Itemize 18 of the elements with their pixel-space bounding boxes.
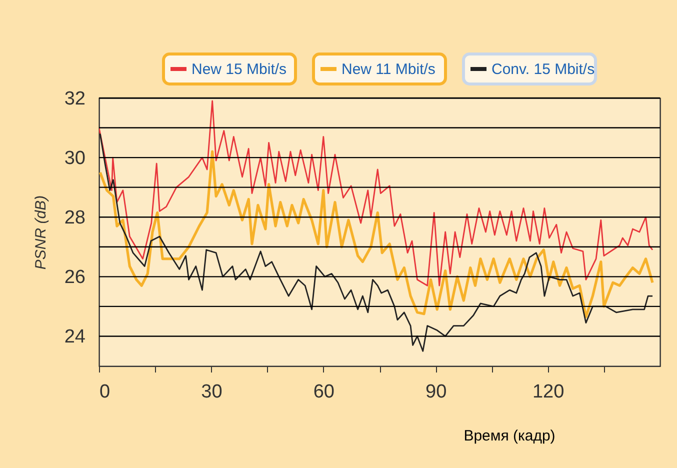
line-series [99, 150, 654, 318]
x-tick-label: 30 [201, 382, 222, 402]
x-tick-label: 0 [100, 382, 110, 402]
y-tick-label: 32 [64, 88, 86, 110]
legend-label: New 11 Mbit/s [342, 61, 436, 78]
line-series [99, 100, 654, 286]
x-tick-label: 90 [426, 382, 447, 402]
x-axis-title: Время (кадр) [464, 428, 556, 444]
y-tick-label: 24 [64, 326, 86, 348]
x-tick-label: 60 [313, 382, 334, 402]
y-tick-label: 26 [64, 267, 86, 288]
y-axis-title: PSNR (dB) [32, 195, 50, 270]
y-tick-label: 30 [64, 148, 86, 170]
x-tick-label: 120 [532, 382, 564, 402]
legend-label: Conv. 15 Mbit/s [492, 61, 595, 78]
line-series [99, 133, 654, 352]
legend-label: New 15 Mbit/s [192, 61, 287, 78]
y-tick-label: 28 [64, 208, 86, 229]
